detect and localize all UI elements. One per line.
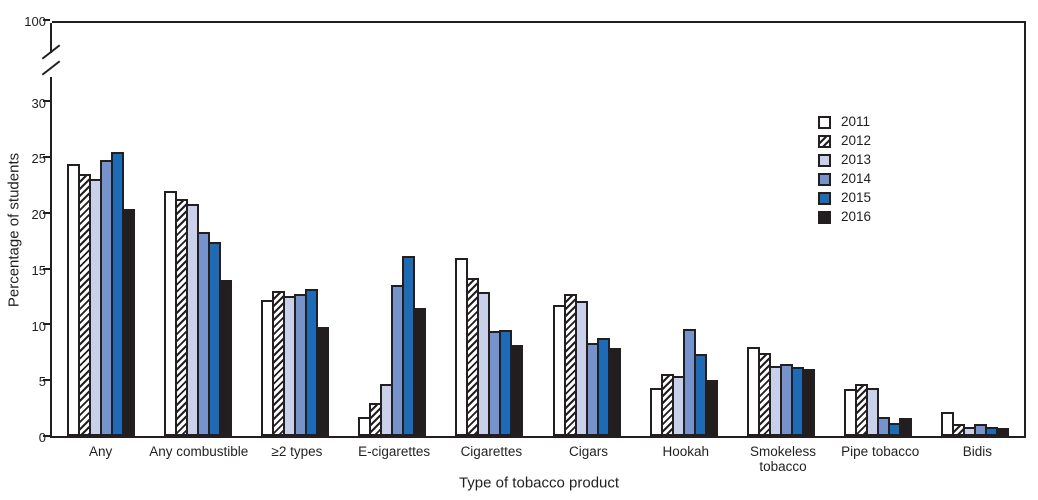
y-tick-label-25: 25 <box>31 151 46 166</box>
x-tick-label-0: Any <box>88 444 113 459</box>
y-tick-label-15: 15 <box>31 263 46 278</box>
y-tick-25 <box>43 156 50 158</box>
y-axis-title: Percentage of students <box>5 152 23 308</box>
bar-2016 <box>704 380 718 436</box>
bar-2016 <box>413 308 427 436</box>
x-axis-title: Type of tobacco product <box>458 474 620 492</box>
legend-label-2016: 2016 <box>841 209 872 224</box>
x-tick-label-7: Smokeless tobacco <box>749 444 816 474</box>
y-tick-5 <box>43 379 50 381</box>
y-tick-15 <box>43 268 50 270</box>
y-tick-label-100: 100 <box>24 14 46 29</box>
legend-swatch-2012 <box>818 134 831 148</box>
legend-swatch-2011 <box>818 115 831 129</box>
x-tick-label-2: ≥2 types <box>271 444 323 459</box>
bar-2016 <box>121 209 135 436</box>
legend-item-2014: 2014 <box>818 172 871 186</box>
bar-group-2 <box>246 289 343 436</box>
x-axis-tick-labels: Any Any combustible ≥2 types E-cigarettes Ci… <box>52 444 1026 474</box>
legend-label-2014: 2014 <box>841 171 872 186</box>
legend-label-2011: 2011 <box>841 114 871 129</box>
legend: 2011 2012 2013 2014 2015 2016 <box>818 115 871 224</box>
x-tick-label-3: E-cigarettes <box>358 444 431 459</box>
legend-swatch-2016 <box>818 210 831 224</box>
legend-label-2013: 2013 <box>841 152 872 167</box>
x-tick-label-4: Cigarettes <box>460 444 523 459</box>
legend-item-2011: 2011 <box>818 115 871 129</box>
bar-2013 <box>866 388 880 436</box>
legend-item-2015: 2015 <box>818 191 871 205</box>
legend-swatch-2015 <box>818 191 831 205</box>
y-tick-30 <box>43 100 50 102</box>
y-tick-label-30: 30 <box>31 96 46 111</box>
legend-swatch-2013 <box>818 153 831 167</box>
y-tick-10 <box>43 323 50 325</box>
x-tick-label-6: Hookah <box>662 444 710 459</box>
bar-group-5 <box>538 294 635 436</box>
bar-2016 <box>607 348 621 436</box>
x-tick-label-8: Pipe tobacco <box>841 444 920 459</box>
bar-2016 <box>218 280 232 436</box>
bar-group-7 <box>732 347 829 436</box>
y-tick-20 <box>43 212 50 214</box>
y-tick-0 <box>43 435 50 437</box>
bar-2016 <box>802 369 816 436</box>
bar-2016 <box>899 418 913 436</box>
legend-item-2016: 2016 <box>818 210 871 224</box>
bar-group-3 <box>344 256 441 436</box>
bar-2016 <box>996 428 1010 436</box>
legend-label-2015: 2015 <box>841 190 872 205</box>
bar-group-4 <box>441 258 538 436</box>
x-tick-label-5: Cigars <box>569 444 609 459</box>
y-tick-label-20: 20 <box>31 207 46 222</box>
legend-swatch-2014 <box>818 172 831 186</box>
plot-area: 2011 2012 2013 2014 2015 2016 <box>41 19 1026 438</box>
bar-group-6 <box>635 329 732 436</box>
y-tick-label-5: 5 <box>38 374 46 389</box>
x-tick-label-1: Any combustible <box>149 444 249 459</box>
legend-item-2013: 2013 <box>818 153 871 167</box>
bar-group-9 <box>927 412 1024 436</box>
y-axis-line-upper <box>50 23 52 53</box>
bar-group-8 <box>830 384 927 436</box>
y-axis-line-lower <box>50 77 52 438</box>
x-tick-label-9: Bidis <box>962 444 993 459</box>
legend-label-2012: 2012 <box>841 133 872 148</box>
y-tick-label-0: 0 <box>38 430 46 445</box>
bar-group-0 <box>52 152 149 436</box>
y-tick-100 <box>43 19 50 21</box>
bar-groups <box>52 23 1024 436</box>
legend-item-2012: 2012 <box>818 134 871 148</box>
bar-2016 <box>316 327 329 436</box>
bar-group-1 <box>149 191 246 436</box>
y-tick-label-10: 10 <box>31 319 46 334</box>
bar-2016 <box>510 345 524 436</box>
